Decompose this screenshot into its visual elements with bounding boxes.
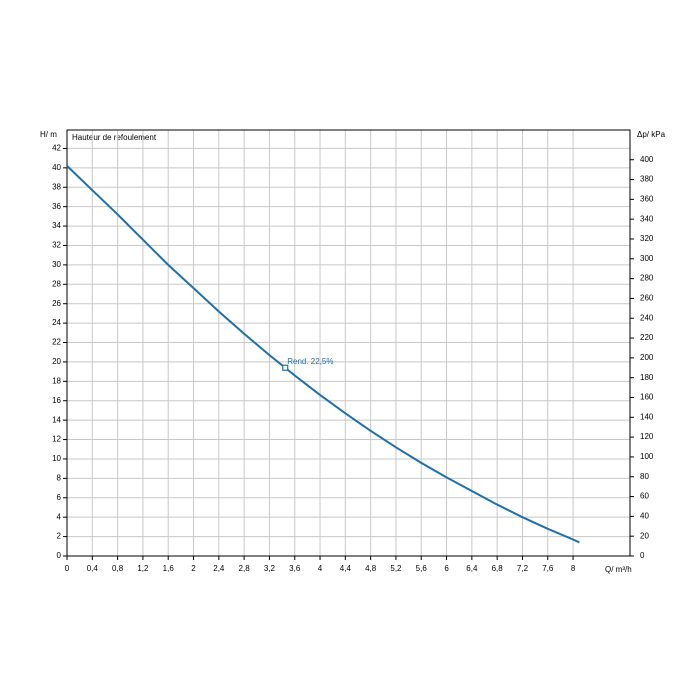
- plot-frame: [66, 129, 631, 557]
- y-tick-label: 36: [52, 202, 61, 211]
- x-tick-label: 5,6: [416, 564, 428, 573]
- x-tick-label: 0,4: [87, 564, 99, 573]
- y2-tick-label: 200: [640, 353, 654, 362]
- x-tick-label: 3,6: [289, 564, 301, 573]
- y-tick-label: 8: [57, 473, 62, 482]
- y-tick-label: 4: [57, 512, 62, 521]
- x-axis-label: Q/ m³/h: [605, 565, 632, 574]
- y2-tick-label: 20: [640, 531, 649, 540]
- x-tick-label: 6,4: [466, 564, 478, 573]
- x-tick-label: 4,8: [365, 564, 377, 573]
- y2-tick-label: 160: [640, 393, 654, 402]
- y-tick-label: 22: [52, 338, 61, 347]
- y-tick-label: 30: [52, 260, 61, 269]
- y2-axis-label: Δp/ kPa: [637, 130, 666, 139]
- y-tick-label: 32: [52, 241, 61, 250]
- y2-tick-label: 380: [640, 175, 654, 184]
- x-tick-label: 2,8: [239, 564, 251, 573]
- y-tick-label: 28: [52, 279, 61, 288]
- y2-tick-label: 0: [640, 551, 645, 560]
- y2-tick-label: 280: [640, 274, 654, 283]
- y2-tick-label: 360: [640, 194, 654, 203]
- x-tick-label: 7,6: [542, 564, 554, 573]
- y-axis-label: H/ m: [40, 130, 57, 139]
- x-tick-label: 4: [318, 564, 323, 573]
- x-tick-label: 0,8: [112, 564, 124, 573]
- data-line: [66, 165, 580, 544]
- y-tick-label: 0: [57, 551, 62, 560]
- x-tick-label: 6,8: [492, 564, 504, 573]
- x-tick-label: 2: [191, 564, 196, 573]
- y2-tick-label: 140: [640, 412, 654, 421]
- y2-tick-label: 120: [640, 432, 654, 441]
- y2-tick-label: 80: [640, 472, 649, 481]
- x-tick-label: 4,4: [340, 564, 352, 573]
- x-tick-label: 3,2: [264, 564, 276, 573]
- y-tick-label: 42: [52, 144, 61, 153]
- y2-tick-label: 400: [640, 155, 654, 164]
- y-tick-label: 14: [52, 415, 61, 424]
- annotation-label: Rend. 22,5%: [287, 357, 333, 366]
- x-tick-label: 6: [444, 564, 449, 573]
- annotation-marker: [282, 364, 289, 371]
- x-tick-label: 2,4: [213, 564, 225, 573]
- y-tick-label: 10: [52, 454, 61, 463]
- x-tick-label: 1,2: [137, 564, 149, 573]
- y-tick-label: 2: [57, 532, 62, 541]
- y-tick-label: 16: [52, 396, 61, 405]
- y-tick-label: 26: [52, 299, 61, 308]
- y2-tick-label: 100: [640, 452, 654, 461]
- chart-title: Hauteur de refoulement: [72, 133, 157, 142]
- y2-tick-label: 40: [640, 511, 649, 520]
- y-tick-label: 38: [52, 182, 61, 191]
- y-tick-label: 20: [52, 357, 61, 366]
- y-tick-label: 12: [52, 435, 61, 444]
- x-tick-label: 5,2: [390, 564, 402, 573]
- x-tick-label: 8: [571, 564, 576, 573]
- y2-tick-label: 340: [640, 214, 654, 223]
- x-tick-label: 7,2: [517, 564, 529, 573]
- y2-tick-label: 300: [640, 254, 654, 263]
- x-tick-label: 0: [65, 564, 70, 573]
- y2-tick-label: 240: [640, 313, 654, 322]
- y-tick-label: 6: [57, 493, 62, 502]
- y-tick-label: 24: [52, 318, 61, 327]
- y2-tick-label: 320: [640, 234, 654, 243]
- x-tick-label: 1,6: [163, 564, 175, 573]
- y2-tick-label: 220: [640, 333, 654, 342]
- y2-tick-label: 180: [640, 373, 654, 382]
- y2-tick-label: 60: [640, 492, 649, 501]
- y-tick-label: 40: [52, 163, 61, 172]
- y2-tick-label: 260: [640, 294, 654, 303]
- y-tick-label: 34: [52, 221, 61, 230]
- y-tick-label: 18: [52, 376, 61, 385]
